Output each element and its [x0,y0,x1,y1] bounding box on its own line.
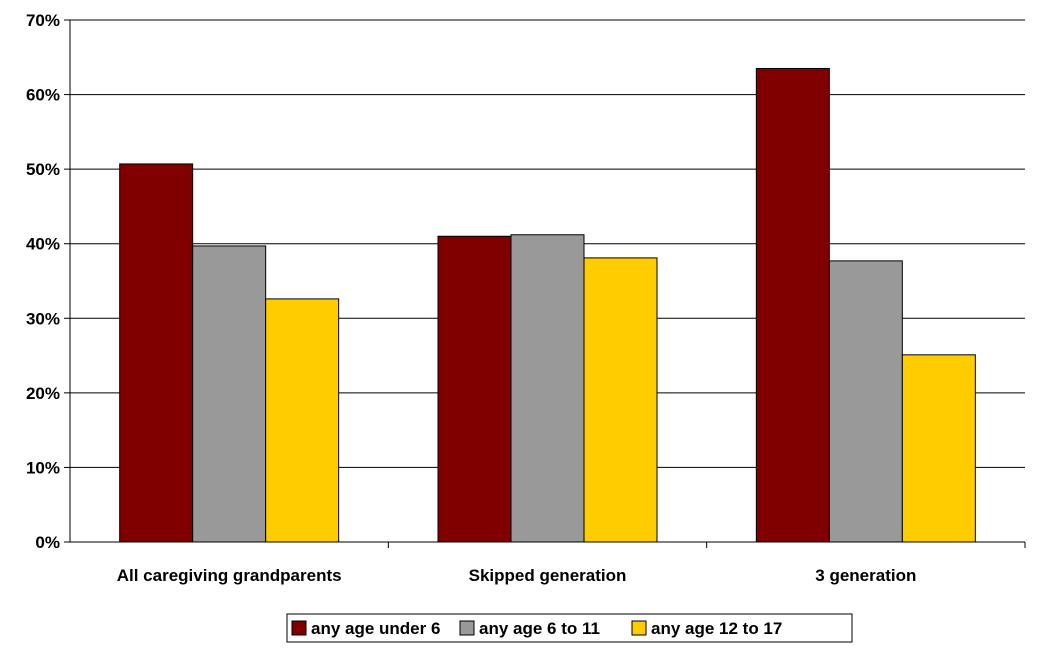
bar [265,298,340,543]
legend: any age under 6 any age 6 to 11 any age 12… [286,613,853,643]
x-tick-label: All caregiving grandparents [117,566,342,585]
x-tick-label: 3 generation [815,566,916,585]
y-tick-label: 50% [26,160,60,179]
bar [192,245,267,543]
y-tick-label: 20% [26,384,60,403]
y-tick-label: 70% [26,11,60,30]
y-tick-label: 30% [26,309,60,328]
x-tick-label: Skipped generation [469,566,627,585]
legend-swatch [631,620,647,636]
legend-label: any age 12 to 17 [651,619,782,638]
bar [437,235,512,543]
bar [119,163,194,543]
bar [828,260,903,543]
bar [755,67,830,543]
y-tick-label: 40% [26,235,60,254]
legend-swatch [459,620,475,636]
bar [901,354,976,543]
legend-label: any age under 6 [311,619,440,638]
legend-box [286,613,853,643]
bar [510,234,585,543]
y-tick-label: 60% [26,86,60,105]
legend-swatch [291,620,307,636]
y-tick-label: 0% [35,533,60,552]
y-tick-label: 10% [26,458,60,477]
bar [583,257,658,543]
legend-label: any age 6 to 11 [479,619,600,638]
